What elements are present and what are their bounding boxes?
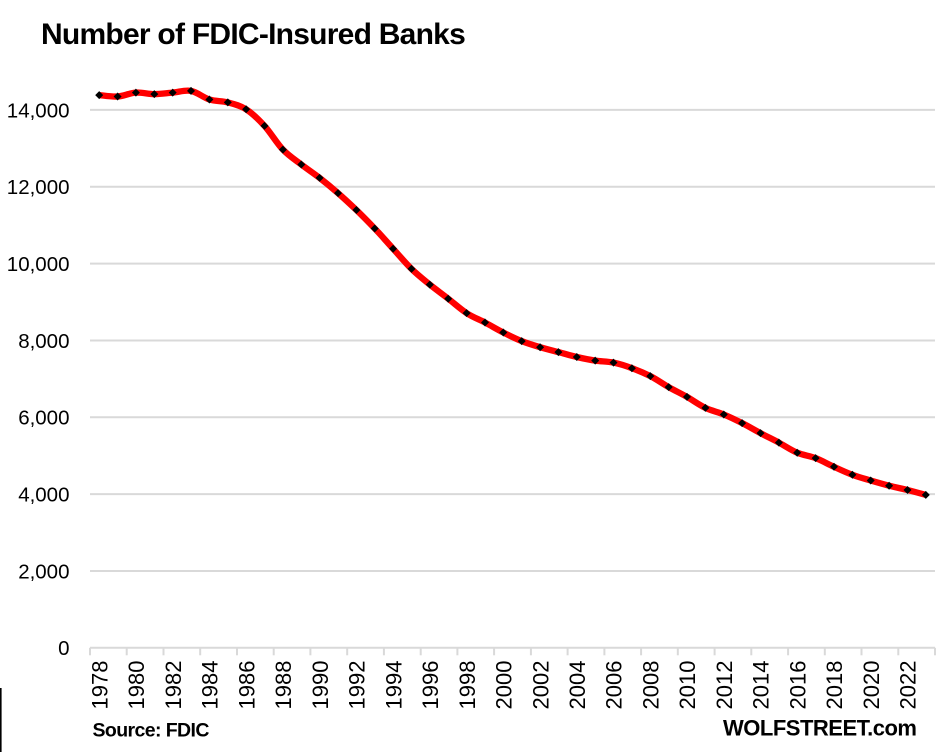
- svg-text:2020: 2020: [859, 661, 884, 710]
- svg-text:6,000: 6,000: [18, 407, 69, 430]
- svg-text:2018: 2018: [822, 661, 847, 710]
- svg-text:12,000: 12,000: [7, 176, 70, 199]
- svg-text:1986: 1986: [234, 661, 259, 710]
- svg-text:2022: 2022: [896, 661, 921, 710]
- svg-text:2,000: 2,000: [18, 560, 69, 583]
- svg-text:2010: 2010: [675, 661, 700, 710]
- svg-text:2016: 2016: [785, 661, 810, 710]
- svg-text:1978: 1978: [87, 661, 112, 710]
- svg-text:1992: 1992: [345, 661, 370, 710]
- svg-text:1982: 1982: [161, 661, 186, 710]
- svg-text:8,000: 8,000: [18, 330, 69, 353]
- svg-text:14,000: 14,000: [7, 99, 70, 122]
- svg-text:Source: FDIC: Source: FDIC: [93, 719, 210, 741]
- svg-text:4,000: 4,000: [18, 484, 69, 507]
- svg-text:1994: 1994: [381, 661, 406, 710]
- svg-text:1996: 1996: [418, 661, 443, 710]
- svg-text:1998: 1998: [455, 661, 480, 710]
- svg-text:2000: 2000: [492, 661, 517, 710]
- svg-text:1984: 1984: [198, 661, 223, 710]
- svg-text:2006: 2006: [602, 661, 627, 710]
- svg-text:2002: 2002: [528, 661, 553, 710]
- svg-text:Number of FDIC-Insured Banks: Number of FDIC-Insured Banks: [41, 18, 465, 51]
- svg-text:2008: 2008: [639, 661, 664, 710]
- svg-text:WOLFSTREET.com: WOLFSTREET.com: [723, 716, 916, 741]
- svg-text:1988: 1988: [271, 661, 296, 710]
- svg-text:1990: 1990: [308, 661, 333, 710]
- svg-text:1980: 1980: [124, 661, 149, 710]
- svg-text:2012: 2012: [712, 661, 737, 710]
- svg-text:2004: 2004: [565, 661, 590, 710]
- svg-text:10,000: 10,000: [7, 253, 70, 276]
- svg-text:0: 0: [58, 637, 69, 660]
- svg-text:2014: 2014: [749, 661, 774, 710]
